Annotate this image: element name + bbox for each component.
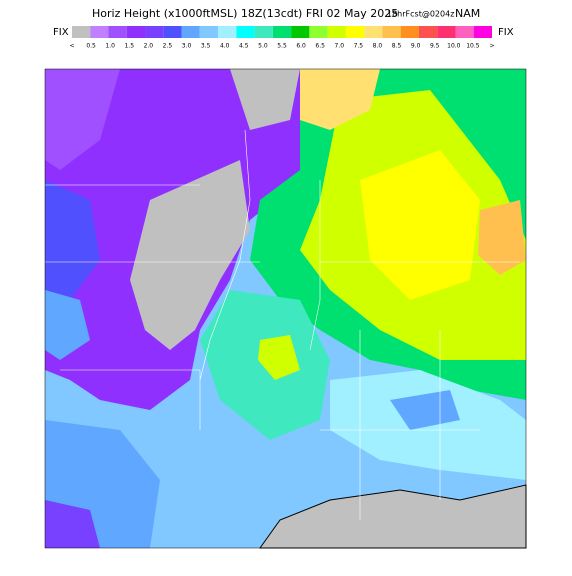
legend-swatch — [418, 26, 438, 38]
map-frame — [44, 68, 527, 549]
region-gray-north — [230, 69, 300, 130]
legend-swatch — [455, 26, 474, 38]
legend-swatch — [254, 26, 273, 38]
region-blue-southeast — [390, 390, 460, 430]
fix-right: FIX — [498, 27, 514, 38]
legend-swatch — [309, 26, 328, 38]
region-orange — [478, 200, 526, 275]
region-purple-light — [45, 69, 120, 170]
legend-swatch — [199, 26, 219, 38]
legend-label: > — [489, 43, 494, 50]
legend-swatch — [400, 26, 419, 38]
legend-swatch — [364, 26, 383, 38]
region-blue-light — [45, 290, 90, 360]
legend-label: 7.0 — [334, 43, 344, 50]
legend-label: 4.0 — [220, 43, 230, 50]
legend-label: 1.5 — [124, 43, 134, 50]
region-yellow-small — [258, 335, 300, 380]
region-purple-south — [45, 500, 100, 548]
title: Horiz Height (x1000ftMSL) 18Z(13cdt) FRI… — [92, 7, 398, 20]
legend-label: 0.5 — [86, 43, 96, 50]
legend-swatch — [108, 26, 127, 38]
fix-left: FIX — [53, 27, 69, 38]
legend-label: 10.0 — [447, 43, 461, 50]
legend-label: 9.0 — [411, 43, 421, 50]
legend-label: 3.5 — [201, 43, 211, 50]
legend-swatch — [218, 26, 237, 38]
legend-label: 8.0 — [373, 43, 383, 50]
legend-label: 2.5 — [163, 43, 173, 50]
legend-label: 4.5 — [239, 43, 249, 50]
borders — [45, 129, 520, 520]
legend-swatch — [126, 26, 146, 38]
legend-swatch — [72, 26, 91, 38]
region-gray-center — [130, 160, 250, 350]
legend-label: 5.0 — [258, 43, 268, 50]
legend-label: 8.5 — [392, 43, 402, 50]
legend-label: 5.5 — [277, 43, 287, 50]
region-yellow — [360, 150, 480, 300]
legend-label: 2.0 — [144, 43, 154, 50]
region-tan — [300, 69, 380, 130]
legend-swatch — [163, 26, 182, 38]
legend-label: 9.5 — [430, 43, 440, 50]
legend-swatch — [327, 26, 346, 38]
map — [44, 68, 527, 549]
color-legend: <0.5 1.0 1.5 2.0 2.5 3.0 3.5 4.0 4.5 5.0 5.5 6.0 6.5… — [69, 26, 495, 50]
legend-label: 7.5 — [354, 43, 364, 50]
legend-swatch — [437, 26, 456, 38]
region-blue — [45, 180, 100, 300]
legend-label: < — [69, 43, 74, 50]
legend-label: 6.5 — [315, 43, 325, 50]
legend-label: 10.5 — [466, 43, 480, 50]
legend-swatch — [145, 26, 164, 38]
legend-swatch — [473, 26, 492, 38]
legend-swatch — [345, 26, 365, 38]
forecast: 18hrFcst@0204z — [387, 10, 454, 19]
legend-swatch — [181, 26, 200, 38]
legend-swatch — [90, 26, 109, 38]
legend-label: 3.0 — [182, 43, 192, 50]
legend-swatch — [272, 26, 292, 38]
legend-label: 6.0 — [296, 43, 306, 50]
legend-swatch — [382, 26, 401, 38]
legend-swatch — [291, 26, 310, 38]
legend-label: 1.0 — [105, 43, 115, 50]
legend-swatch — [236, 26, 255, 38]
model: NAM — [455, 7, 480, 20]
